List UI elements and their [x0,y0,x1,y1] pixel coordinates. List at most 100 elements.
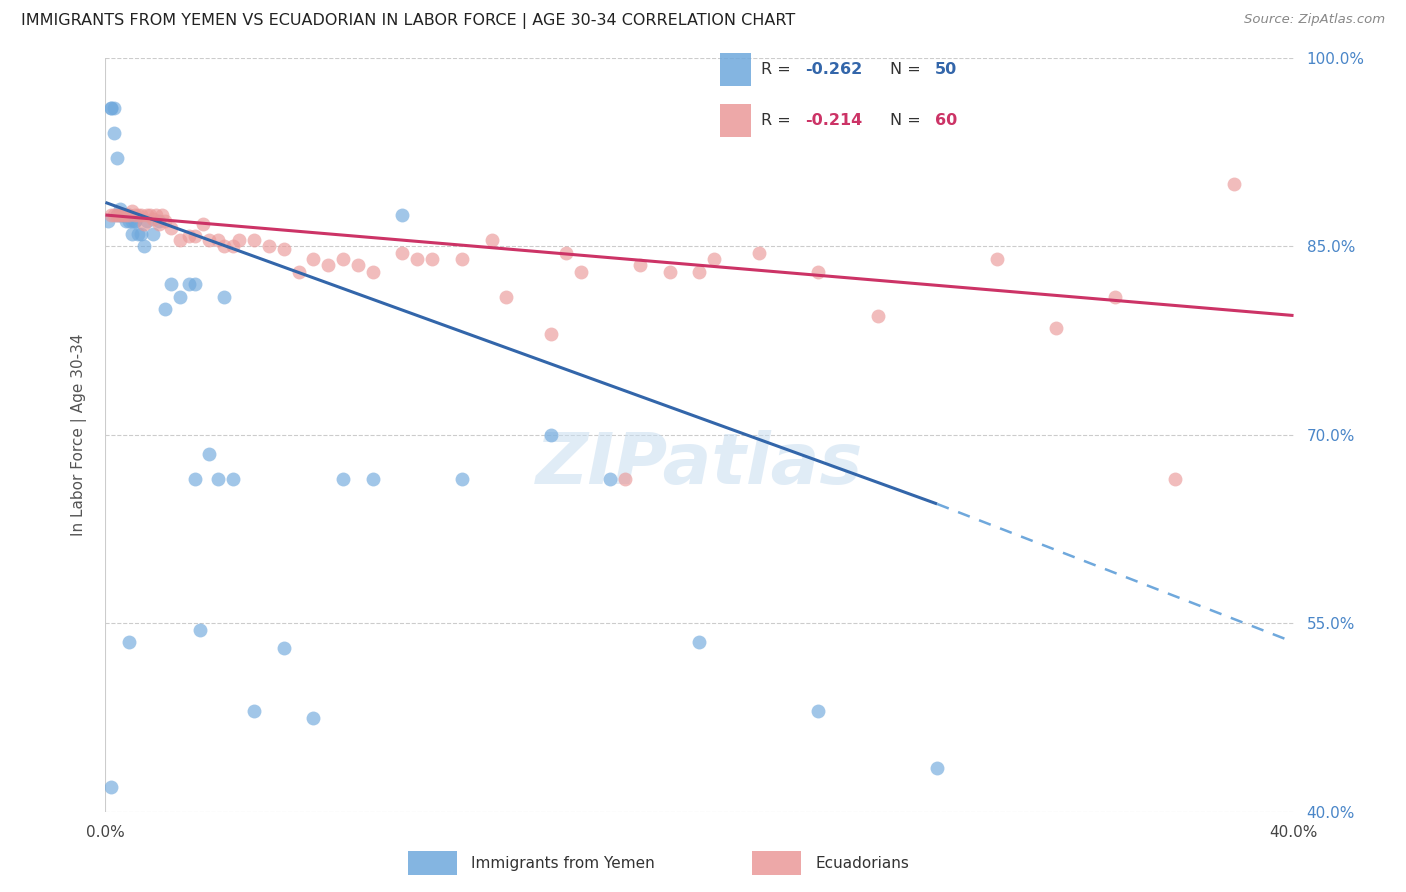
Point [169,290,191,304]
Point [1223,177,1246,191]
Text: R =: R = [761,113,796,128]
Point [273,641,295,656]
Point [1045,321,1067,335]
Point [100,208,122,222]
Point [689,264,711,278]
Text: -0.214: -0.214 [804,113,862,128]
Point [481,233,503,247]
Point [153,302,176,317]
Point [361,264,384,278]
Point [614,472,637,486]
Point [124,214,146,228]
Point [159,277,181,292]
Point [118,635,141,649]
Point [110,208,132,222]
Point [127,208,149,222]
Point [207,233,229,247]
Point [540,327,562,342]
Point [118,208,141,222]
Text: Ecuadorians: Ecuadorians [815,855,910,871]
Point [136,214,159,228]
Point [866,309,889,323]
Point [115,214,138,228]
Text: -0.262: -0.262 [804,62,862,77]
Point [347,258,370,272]
Point [450,252,472,266]
Point [198,233,221,247]
Point [599,472,621,486]
Point [183,277,205,292]
Point [148,214,170,228]
Point [628,258,651,272]
Point [302,710,325,724]
Point [332,252,354,266]
Point [112,208,135,222]
Point [142,211,165,226]
Text: IMMIGRANTS FROM YEMEN VS ECUADORIAN IN LABOR FORCE | AGE 30-34 CORRELATION CHART: IMMIGRANTS FROM YEMEN VS ECUADORIAN IN L… [21,13,796,29]
Point [193,217,215,231]
Text: ZIPatlas: ZIPatlas [536,431,863,500]
Text: Source: ZipAtlas.com: Source: ZipAtlas.com [1244,13,1385,27]
Point [177,277,200,292]
Point [1164,472,1187,486]
Point [222,472,245,486]
Point [540,428,562,442]
Point [139,208,162,222]
Point [118,214,141,228]
Point [127,227,149,241]
Point [145,208,167,222]
Point [103,208,125,222]
Point [807,704,830,718]
Bar [720,104,751,137]
Text: 60: 60 [935,113,957,128]
Bar [752,851,801,875]
Point [420,252,443,266]
Bar [720,53,751,86]
Point [121,204,143,219]
Point [110,208,132,222]
Text: N =: N = [890,62,927,77]
Point [105,208,128,222]
Point [658,264,681,278]
Point [153,214,176,228]
Text: 50: 50 [935,62,957,77]
Point [177,229,200,244]
Point [391,245,413,260]
Point [159,220,181,235]
Point [361,472,384,486]
Point [1104,290,1126,304]
Point [190,623,212,637]
Point [121,227,143,241]
Point [807,264,830,278]
Text: Immigrants from Yemen: Immigrants from Yemen [471,855,655,871]
Bar [408,851,457,875]
Point [121,214,143,228]
Point [450,472,472,486]
Point [100,780,122,794]
Point [100,101,122,115]
Point [112,208,135,222]
Point [118,208,141,222]
Point [129,208,152,222]
Point [287,264,309,278]
Point [214,239,236,253]
Point [332,472,354,486]
Point [124,214,146,228]
Point [569,264,592,278]
Point [316,258,339,272]
Point [183,472,205,486]
Point [273,242,295,256]
Point [257,239,280,253]
Text: R =: R = [761,62,796,77]
Point [703,252,725,266]
Point [243,704,266,718]
Text: N =: N = [890,113,927,128]
Point [124,208,146,222]
Point [103,127,125,141]
Point [302,252,325,266]
Point [391,208,413,222]
Point [222,239,245,253]
Point [129,227,152,241]
Point [150,208,173,222]
Point [986,252,1008,266]
